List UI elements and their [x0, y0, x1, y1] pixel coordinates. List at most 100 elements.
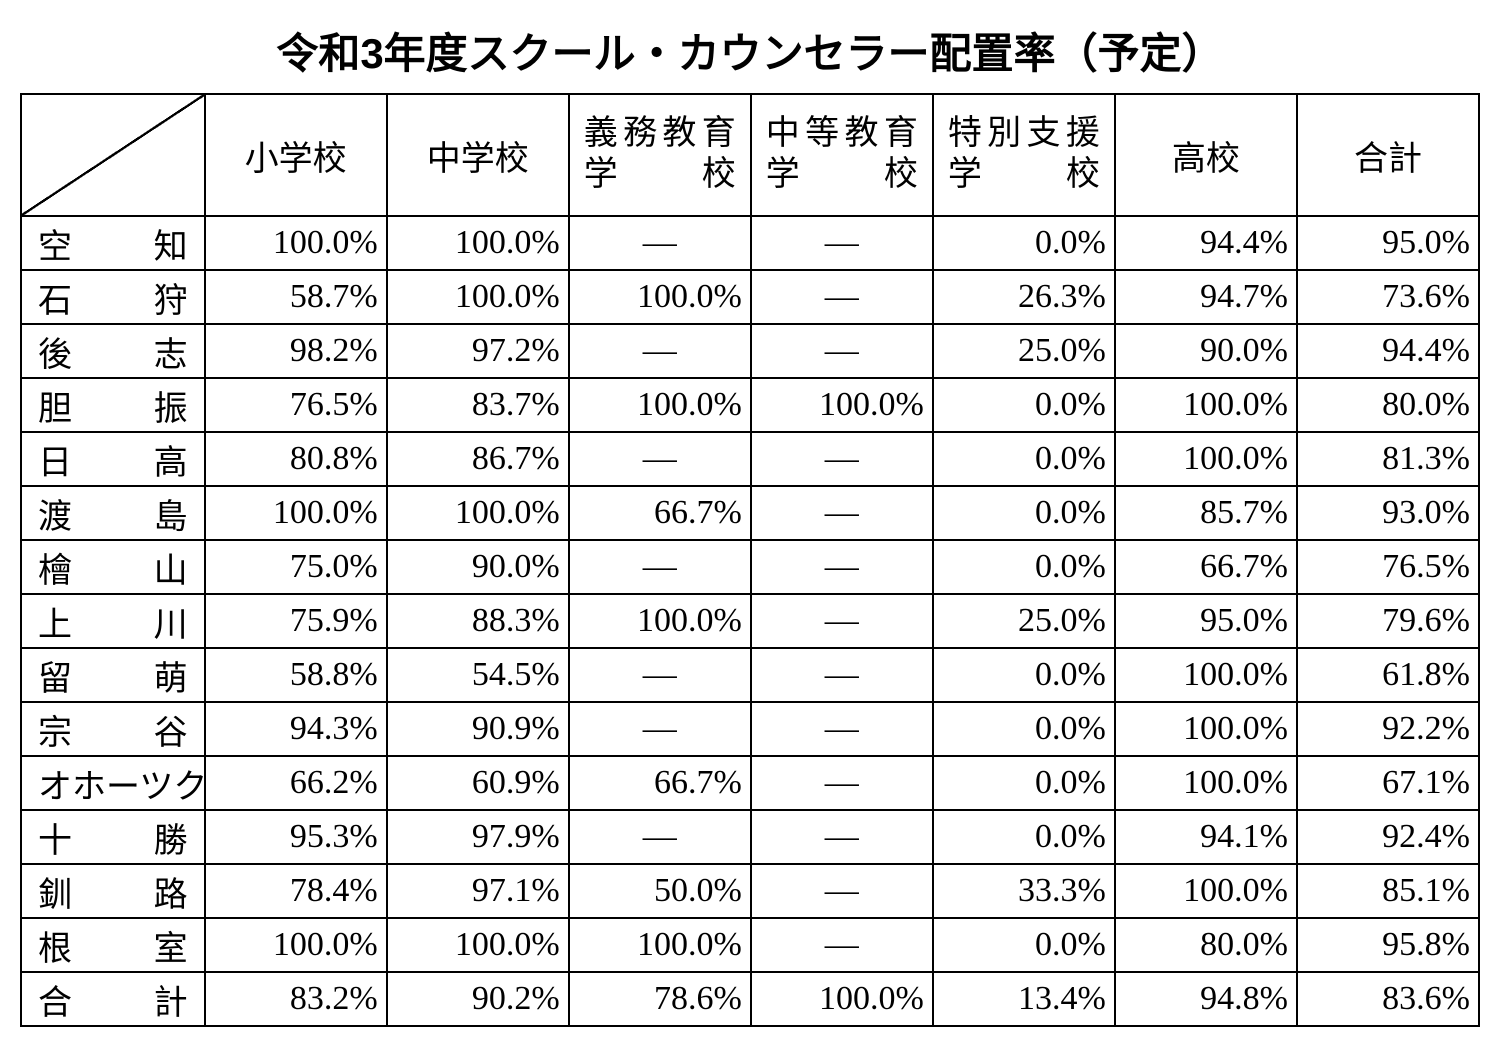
cell: 78.6% [569, 972, 751, 1026]
cell: 97.1% [387, 864, 569, 918]
row-header: 留萌 [21, 648, 205, 702]
cell: 54.5% [387, 648, 569, 702]
cell: 90.2% [387, 972, 569, 1026]
cell: 60.9% [387, 756, 569, 810]
data-table: 小学校 中学校 義務教育 学 校 中等教育 学 校 特別支援 学 校 [20, 93, 1480, 1027]
row-header: 空知 [21, 216, 205, 270]
cell: 94.8% [1115, 972, 1297, 1026]
cell: 61.8% [1297, 648, 1479, 702]
cell: 94.4% [1297, 324, 1479, 378]
cell: 100.0% [569, 378, 751, 432]
row-header: 渡島 [21, 486, 205, 540]
cell: — [751, 270, 933, 324]
cell: 0.0% [933, 918, 1115, 972]
cell: — [751, 864, 933, 918]
table-row: オホーツク66.2%60.9%66.7%—0.0%100.0%67.1% [21, 756, 1479, 810]
cell: 95.3% [205, 810, 387, 864]
cell: — [751, 486, 933, 540]
cell: — [569, 324, 751, 378]
cell: 78.4% [205, 864, 387, 918]
cell: — [569, 540, 751, 594]
cell: 83.7% [387, 378, 569, 432]
cell: — [751, 810, 933, 864]
cell: 85.7% [1115, 486, 1297, 540]
cell: 0.0% [933, 810, 1115, 864]
cell: 100.0% [569, 270, 751, 324]
header-row: 小学校 中学校 義務教育 学 校 中等教育 学 校 特別支援 学 校 [21, 94, 1479, 216]
cell: 97.9% [387, 810, 569, 864]
table-row: 合計83.2%90.2%78.6%100.0%13.4%94.8%83.6% [21, 972, 1479, 1026]
cell: — [751, 324, 933, 378]
cell: 94.4% [1115, 216, 1297, 270]
cell: 66.2% [205, 756, 387, 810]
cell: 79.6% [1297, 594, 1479, 648]
cell: 97.2% [387, 324, 569, 378]
corner-cell [21, 94, 205, 216]
cell: — [569, 432, 751, 486]
cell: 100.0% [387, 216, 569, 270]
cell: — [751, 648, 933, 702]
cell: 73.6% [1297, 270, 1479, 324]
cell: 86.7% [387, 432, 569, 486]
col-header: 小学校 [205, 94, 387, 216]
cell: 76.5% [1297, 540, 1479, 594]
cell: 80.0% [1115, 918, 1297, 972]
cell: 100.0% [387, 486, 569, 540]
cell: 95.8% [1297, 918, 1479, 972]
col-header: 合計 [1297, 94, 1479, 216]
row-header: 根室 [21, 918, 205, 972]
cell: — [751, 594, 933, 648]
col-header: 中等教育 学 校 [751, 94, 933, 216]
row-header: 日高 [21, 432, 205, 486]
cell: 100.0% [1115, 756, 1297, 810]
cell: 0.0% [933, 486, 1115, 540]
cell: 100.0% [1115, 702, 1297, 756]
cell: 95.0% [1115, 594, 1297, 648]
row-header: 上川 [21, 594, 205, 648]
cell: — [751, 756, 933, 810]
cell: 90.0% [387, 540, 569, 594]
cell: 100.0% [1115, 378, 1297, 432]
table-row: 十勝95.3%97.9%——0.0%94.1%92.4% [21, 810, 1479, 864]
cell: 83.6% [1297, 972, 1479, 1026]
row-header: オホーツク [21, 756, 205, 810]
cell: 88.3% [387, 594, 569, 648]
cell: — [569, 648, 751, 702]
cell: 100.0% [751, 972, 933, 1026]
row-header: 檜山 [21, 540, 205, 594]
cell: 100.0% [1115, 864, 1297, 918]
row-header: 十勝 [21, 810, 205, 864]
cell: 85.1% [1297, 864, 1479, 918]
cell: 0.0% [933, 378, 1115, 432]
table-row: 後志98.2%97.2%——25.0%90.0%94.4% [21, 324, 1479, 378]
cell: 0.0% [933, 756, 1115, 810]
cell: 67.1% [1297, 756, 1479, 810]
cell: 0.0% [933, 702, 1115, 756]
cell: 92.4% [1297, 810, 1479, 864]
cell: 50.0% [569, 864, 751, 918]
cell: 100.0% [205, 216, 387, 270]
cell: 58.7% [205, 270, 387, 324]
cell: — [751, 918, 933, 972]
table-row: 空知100.0%100.0%——0.0%94.4%95.0% [21, 216, 1479, 270]
table-row: 留萌58.8%54.5%——0.0%100.0%61.8% [21, 648, 1479, 702]
table-row: 宗谷94.3%90.9%——0.0%100.0%92.2% [21, 702, 1479, 756]
cell: 80.0% [1297, 378, 1479, 432]
table-body: 空知100.0%100.0%——0.0%94.4%95.0%石狩58.7%100… [21, 216, 1479, 1026]
cell: 0.0% [933, 432, 1115, 486]
cell: — [751, 540, 933, 594]
cell: 100.0% [205, 918, 387, 972]
col-header: 義務教育 学 校 [569, 94, 751, 216]
cell: 66.7% [1115, 540, 1297, 594]
cell: 58.8% [205, 648, 387, 702]
cell: 100.0% [1115, 648, 1297, 702]
table-row: 釧路78.4%97.1%50.0%—33.3%100.0%85.1% [21, 864, 1479, 918]
table-row: 渡島100.0%100.0%66.7%—0.0%85.7%93.0% [21, 486, 1479, 540]
cell: 25.0% [933, 324, 1115, 378]
cell: 25.0% [933, 594, 1115, 648]
cell: — [569, 810, 751, 864]
cell: 0.0% [933, 216, 1115, 270]
cell: 66.7% [569, 756, 751, 810]
col-header: 高校 [1115, 94, 1297, 216]
cell: 94.7% [1115, 270, 1297, 324]
